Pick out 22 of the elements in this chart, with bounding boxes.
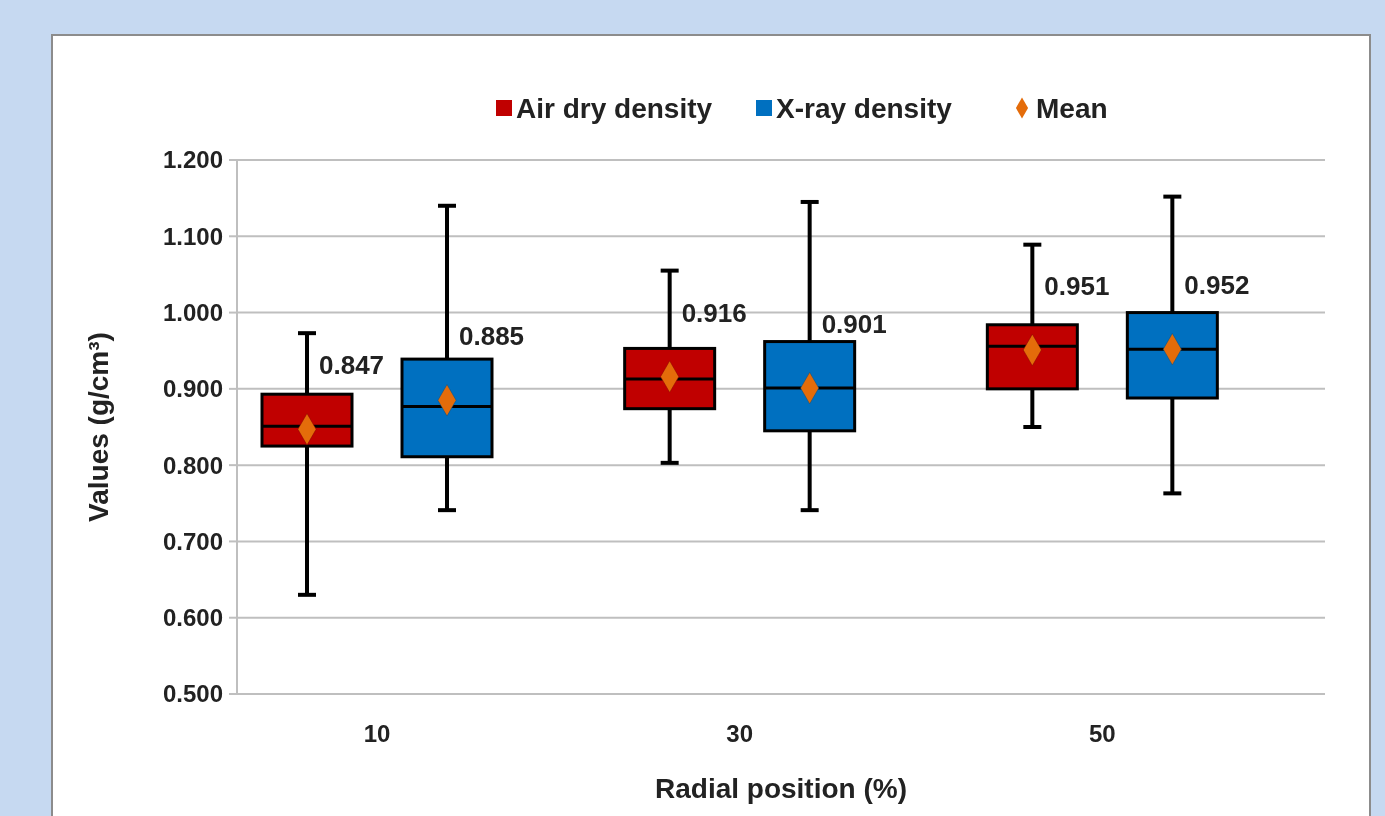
x-axis-title: Radial position (%) — [655, 773, 907, 804]
y-tick-label: 0.500 — [162, 680, 223, 708]
y-tick-label: 0.800 — [162, 451, 223, 479]
annotation: 0.952 — [1184, 270, 1250, 301]
legend-label: Air dry density — [516, 92, 713, 124]
annotation: 0.901 — [821, 309, 887, 340]
annotation: 0.885 — [459, 321, 525, 352]
y-tick-label: 1.200 — [162, 146, 223, 174]
y-tick-label: 0.700 — [162, 527, 223, 555]
annotation: 0.916 — [681, 297, 747, 328]
x-tick-label: 50 — [1088, 720, 1116, 747]
y-tick-label: 0.900 — [162, 375, 223, 403]
x-tick-label: 10 — [363, 720, 391, 747]
x-tick-label: 30 — [726, 720, 754, 747]
legend-label: Mean — [1036, 92, 1108, 124]
annotation: 0.951 — [1044, 270, 1110, 301]
annotation: 0.847 — [319, 350, 385, 381]
legend-label: X-ray density — [776, 92, 953, 124]
y-tick-label: 0.600 — [162, 604, 223, 632]
y-tick-label: 1.100 — [162, 222, 223, 250]
y-axis-title: Values (g/cm³) — [83, 332, 114, 522]
y-tick-label: 1.000 — [162, 298, 223, 326]
